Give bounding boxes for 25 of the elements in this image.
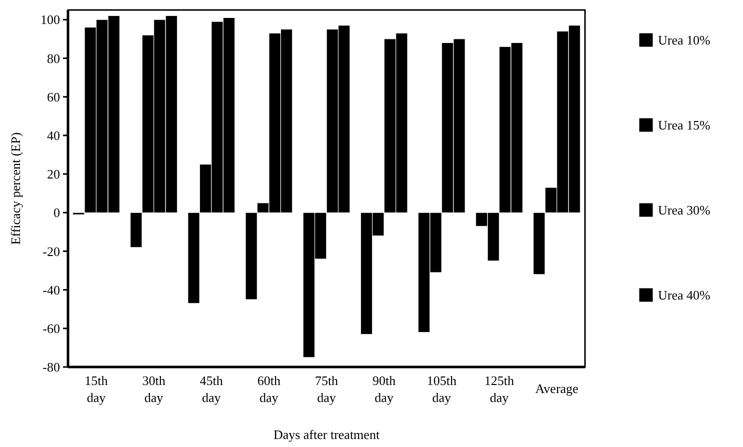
x-axis-title: Days after treatment [273, 427, 380, 442]
y-tick-label: 100 [40, 12, 60, 28]
y-tick-label: 0 [54, 205, 60, 220]
x-tick-label: 30th day [142, 373, 166, 405]
x-tick-label: 45th day [200, 373, 224, 405]
legend-label: Urea 15% [658, 118, 711, 133]
y-tick-label: 20 [47, 166, 60, 182]
y-tick-label: -60 [42, 320, 60, 336]
legend-label: Urea 30% [658, 202, 711, 218]
x-tick-label: 15th day [84, 373, 108, 405]
x-tick-label: Average [535, 381, 579, 396]
y-tick-label: 60 [47, 89, 60, 104]
y-axis-title: Efficacy percent (EP) [8, 132, 23, 245]
x-tick-label: 90th day [372, 373, 396, 405]
y-tick-label: 40 [47, 128, 60, 143]
x-tick-label: 75th day [314, 373, 339, 405]
y-tick-label: -80 [42, 360, 60, 375]
x-tick-label: 125th day [484, 373, 515, 405]
y-tick-label: -40 [42, 282, 60, 298]
x-tick-label: 60th day [257, 373, 281, 405]
y-tick-label: 80 [47, 50, 60, 66]
y-tick-label: -20 [42, 244, 60, 259]
legend-label: Urea 40% [658, 288, 711, 303]
legend-label: Urea 10% [658, 32, 711, 48]
x-tick-label: 105th day [426, 373, 457, 405]
